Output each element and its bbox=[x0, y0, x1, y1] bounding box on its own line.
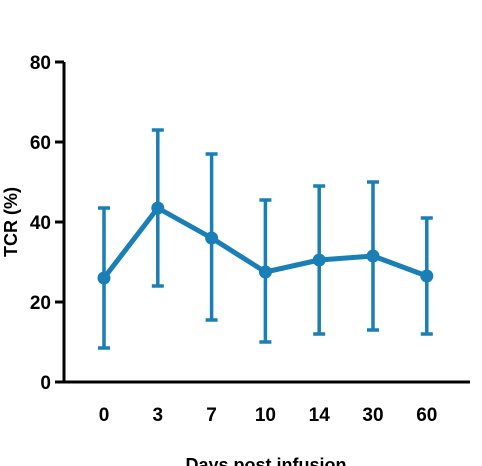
data-point bbox=[312, 253, 326, 267]
data-point bbox=[97, 271, 111, 285]
x-tick-label: 10 bbox=[255, 405, 276, 426]
x-tick-label: 60 bbox=[416, 405, 437, 426]
data-point bbox=[366, 249, 380, 263]
series-layer bbox=[97, 128, 434, 350]
y-axis-label: TCR (%) bbox=[1, 187, 21, 257]
x-ticks: 0 3 7 10 14 30 60 bbox=[99, 405, 438, 426]
y-tick-label: 60 bbox=[30, 133, 51, 154]
x-tick-label: 3 bbox=[153, 405, 164, 426]
data-point bbox=[258, 265, 272, 279]
x-tick-label: 14 bbox=[309, 405, 331, 426]
x-axis-label: Days post infusion bbox=[185, 455, 346, 466]
x-tick-label: 7 bbox=[206, 405, 217, 426]
x-tick-label: 0 bbox=[99, 405, 110, 426]
y-tick-label: 80 bbox=[30, 53, 51, 74]
y-ticks: 0 20 40 60 80 bbox=[30, 53, 64, 394]
y-tick-label: 40 bbox=[30, 213, 51, 234]
data-point bbox=[151, 201, 165, 215]
y-tick-label: 20 bbox=[30, 293, 51, 314]
y-tick-label: 0 bbox=[40, 373, 51, 394]
x-tick-label: 30 bbox=[362, 405, 383, 426]
data-point bbox=[205, 231, 219, 245]
data-point bbox=[420, 269, 434, 283]
